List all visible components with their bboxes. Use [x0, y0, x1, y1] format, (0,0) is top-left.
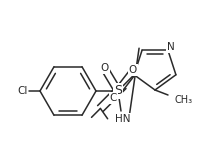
Text: O: O	[100, 63, 109, 73]
Text: Cl: Cl	[18, 86, 28, 96]
Text: S: S	[114, 84, 121, 97]
Text: CH₃: CH₃	[174, 95, 192, 105]
Text: N: N	[166, 42, 174, 52]
Text: C: C	[109, 93, 116, 103]
Text: HN: HN	[115, 114, 130, 124]
Text: O: O	[128, 65, 136, 75]
